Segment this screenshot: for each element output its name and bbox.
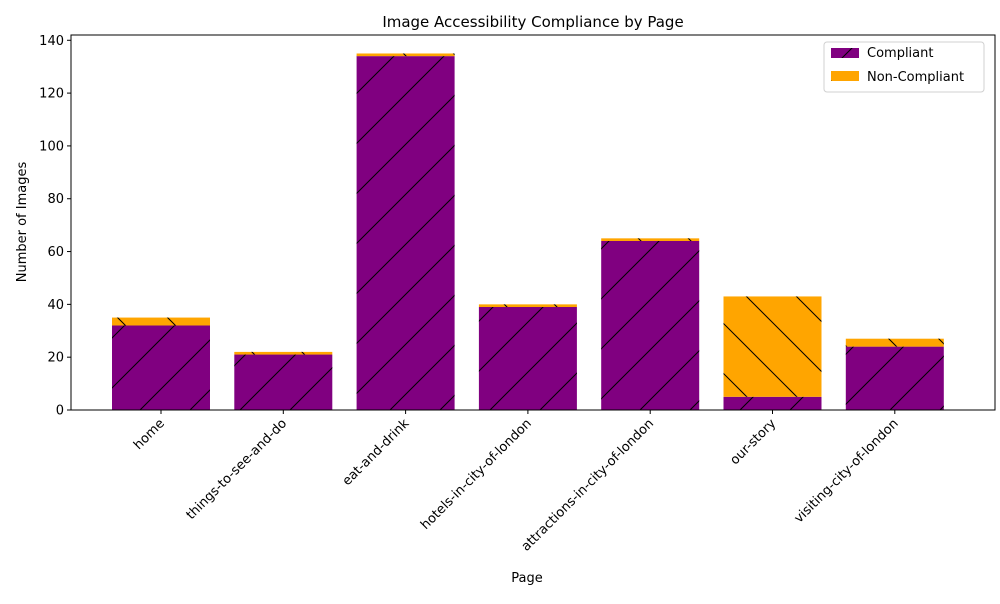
plot-frame: [70, 34, 996, 411]
bar-hatch-non-compliant-our-story: [723, 296, 822, 397]
bar-hatch-non-compliant-attractions-in-city-of-london: [601, 238, 700, 241]
legend-swatch-non-compliant-hatch: [831, 71, 859, 81]
bar-hatch-non-compliant-eat-and-drink: [356, 53, 455, 57]
axes-layer: [70, 34, 996, 411]
bar-hatch-non-compliant-visiting-city-of-london: [845, 338, 944, 347]
bar-hatch-compliant-things-to-see-and-do: [234, 354, 333, 410]
bar-hatch-compliant-our-story: [723, 396, 822, 410]
bar-hatch-non-compliant-home: [112, 317, 210, 326]
chart-title: Image Accessibility Compliance by Page: [382, 13, 683, 31]
y-tick-label: 60: [47, 245, 64, 260]
x-tick-label: things-to-see-and-do: [184, 416, 291, 523]
bar-hatch-non-compliant-hotels-in-city-of-london: [478, 304, 577, 308]
bar-hatch-compliant-visiting-city-of-london: [845, 346, 944, 410]
y-tick-label: 20: [47, 351, 64, 366]
x-tick-label: attractions-in-city-of-london: [519, 416, 657, 554]
y-tick-label: 140: [39, 34, 64, 49]
bar-hatch-compliant-hotels-in-city-of-london: [478, 307, 577, 410]
y-axis-ticks: 0 20 40 60 80 100 120 140: [39, 34, 71, 419]
x-axis-label: Page: [511, 571, 542, 586]
bar-hatch-compliant-attractions-in-city-of-london: [601, 240, 700, 410]
x-tick-label: hotels-in-city-of-london: [418, 416, 535, 533]
y-tick-label: 120: [39, 87, 64, 102]
y-axis-label: Number of Images: [15, 162, 30, 283]
legend: Compliant Non-Compliant: [823, 41, 985, 93]
bar-hatch-compliant-home: [112, 325, 210, 410]
bar-hatch-compliant-eat-and-drink: [356, 56, 455, 410]
legend-swatch-compliant-hatch: [831, 48, 859, 58]
x-tick-label: visiting-city-of-london: [792, 416, 902, 526]
bars-layer: [112, 53, 944, 410]
x-axis-ticks: home things-to-see-and-do eat-and-drink hot…: [131, 410, 902, 554]
bar-hatch-non-compliant-things-to-see-and-do: [234, 351, 333, 355]
legend-label-non-compliant: Non-Compliant: [867, 70, 964, 85]
y-tick-label: 0: [56, 404, 64, 419]
y-tick-label: 80: [47, 192, 64, 207]
x-tick-label: our-story: [728, 416, 780, 468]
y-tick-label: 100: [39, 139, 64, 154]
y-tick-label: 40: [47, 298, 64, 313]
legend-label-compliant: Compliant: [867, 46, 933, 61]
legend-frame: [823, 41, 985, 93]
x-tick-label: eat-and-drink: [340, 416, 413, 489]
x-tick-label: home: [131, 416, 168, 453]
